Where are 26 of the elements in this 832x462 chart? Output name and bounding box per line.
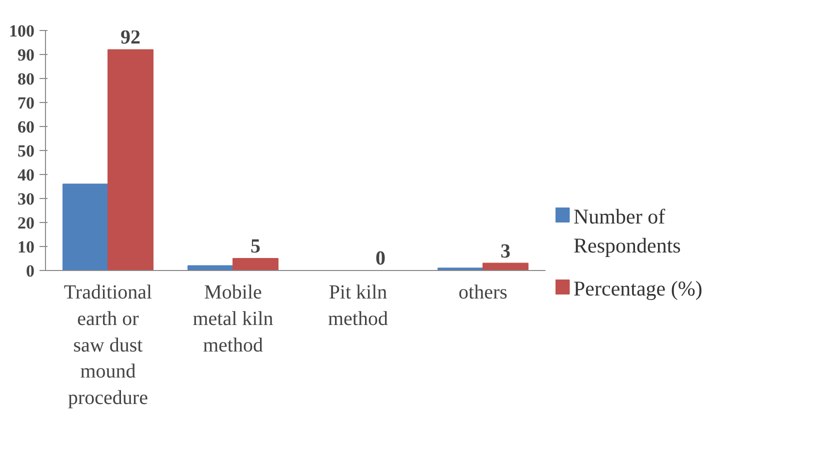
x-tick-label: Traditional earth or saw dust mound procedure bbox=[64, 282, 153, 410]
x-tick-label: others bbox=[458, 282, 508, 304]
data-label: 0 bbox=[376, 248, 386, 270]
data-label: 3 bbox=[500, 240, 510, 262]
y-tick-label: 100 bbox=[9, 22, 34, 40]
y-tick-label: 70 bbox=[18, 94, 34, 112]
data-label: 92 bbox=[120, 26, 140, 49]
y-tick-label: 60 bbox=[18, 118, 34, 136]
y-tick-label: 0 bbox=[26, 262, 34, 280]
data-label: 5 bbox=[250, 236, 260, 258]
x-tick-label: Mobile metal kiln method bbox=[192, 282, 274, 356]
bar bbox=[188, 265, 234, 270]
y-tick-label: 90 bbox=[18, 46, 34, 64]
y-tick-label: 10 bbox=[18, 238, 34, 256]
x-tick-label: Pit kiln method bbox=[328, 282, 388, 330]
legend-label: Percentage (%) bbox=[574, 276, 702, 300]
legend-label: Number of Respondents bbox=[574, 204, 681, 258]
y-tick-label: 30 bbox=[18, 190, 34, 208]
y-tick-label: 50 bbox=[18, 142, 34, 160]
bar bbox=[232, 258, 278, 270]
bar bbox=[108, 49, 154, 270]
bar bbox=[482, 262, 528, 270]
y-tick-label: 40 bbox=[18, 166, 34, 184]
bar bbox=[62, 184, 108, 270]
y-tick-label: 80 bbox=[18, 70, 34, 88]
y-tick-label: 20 bbox=[18, 214, 34, 232]
